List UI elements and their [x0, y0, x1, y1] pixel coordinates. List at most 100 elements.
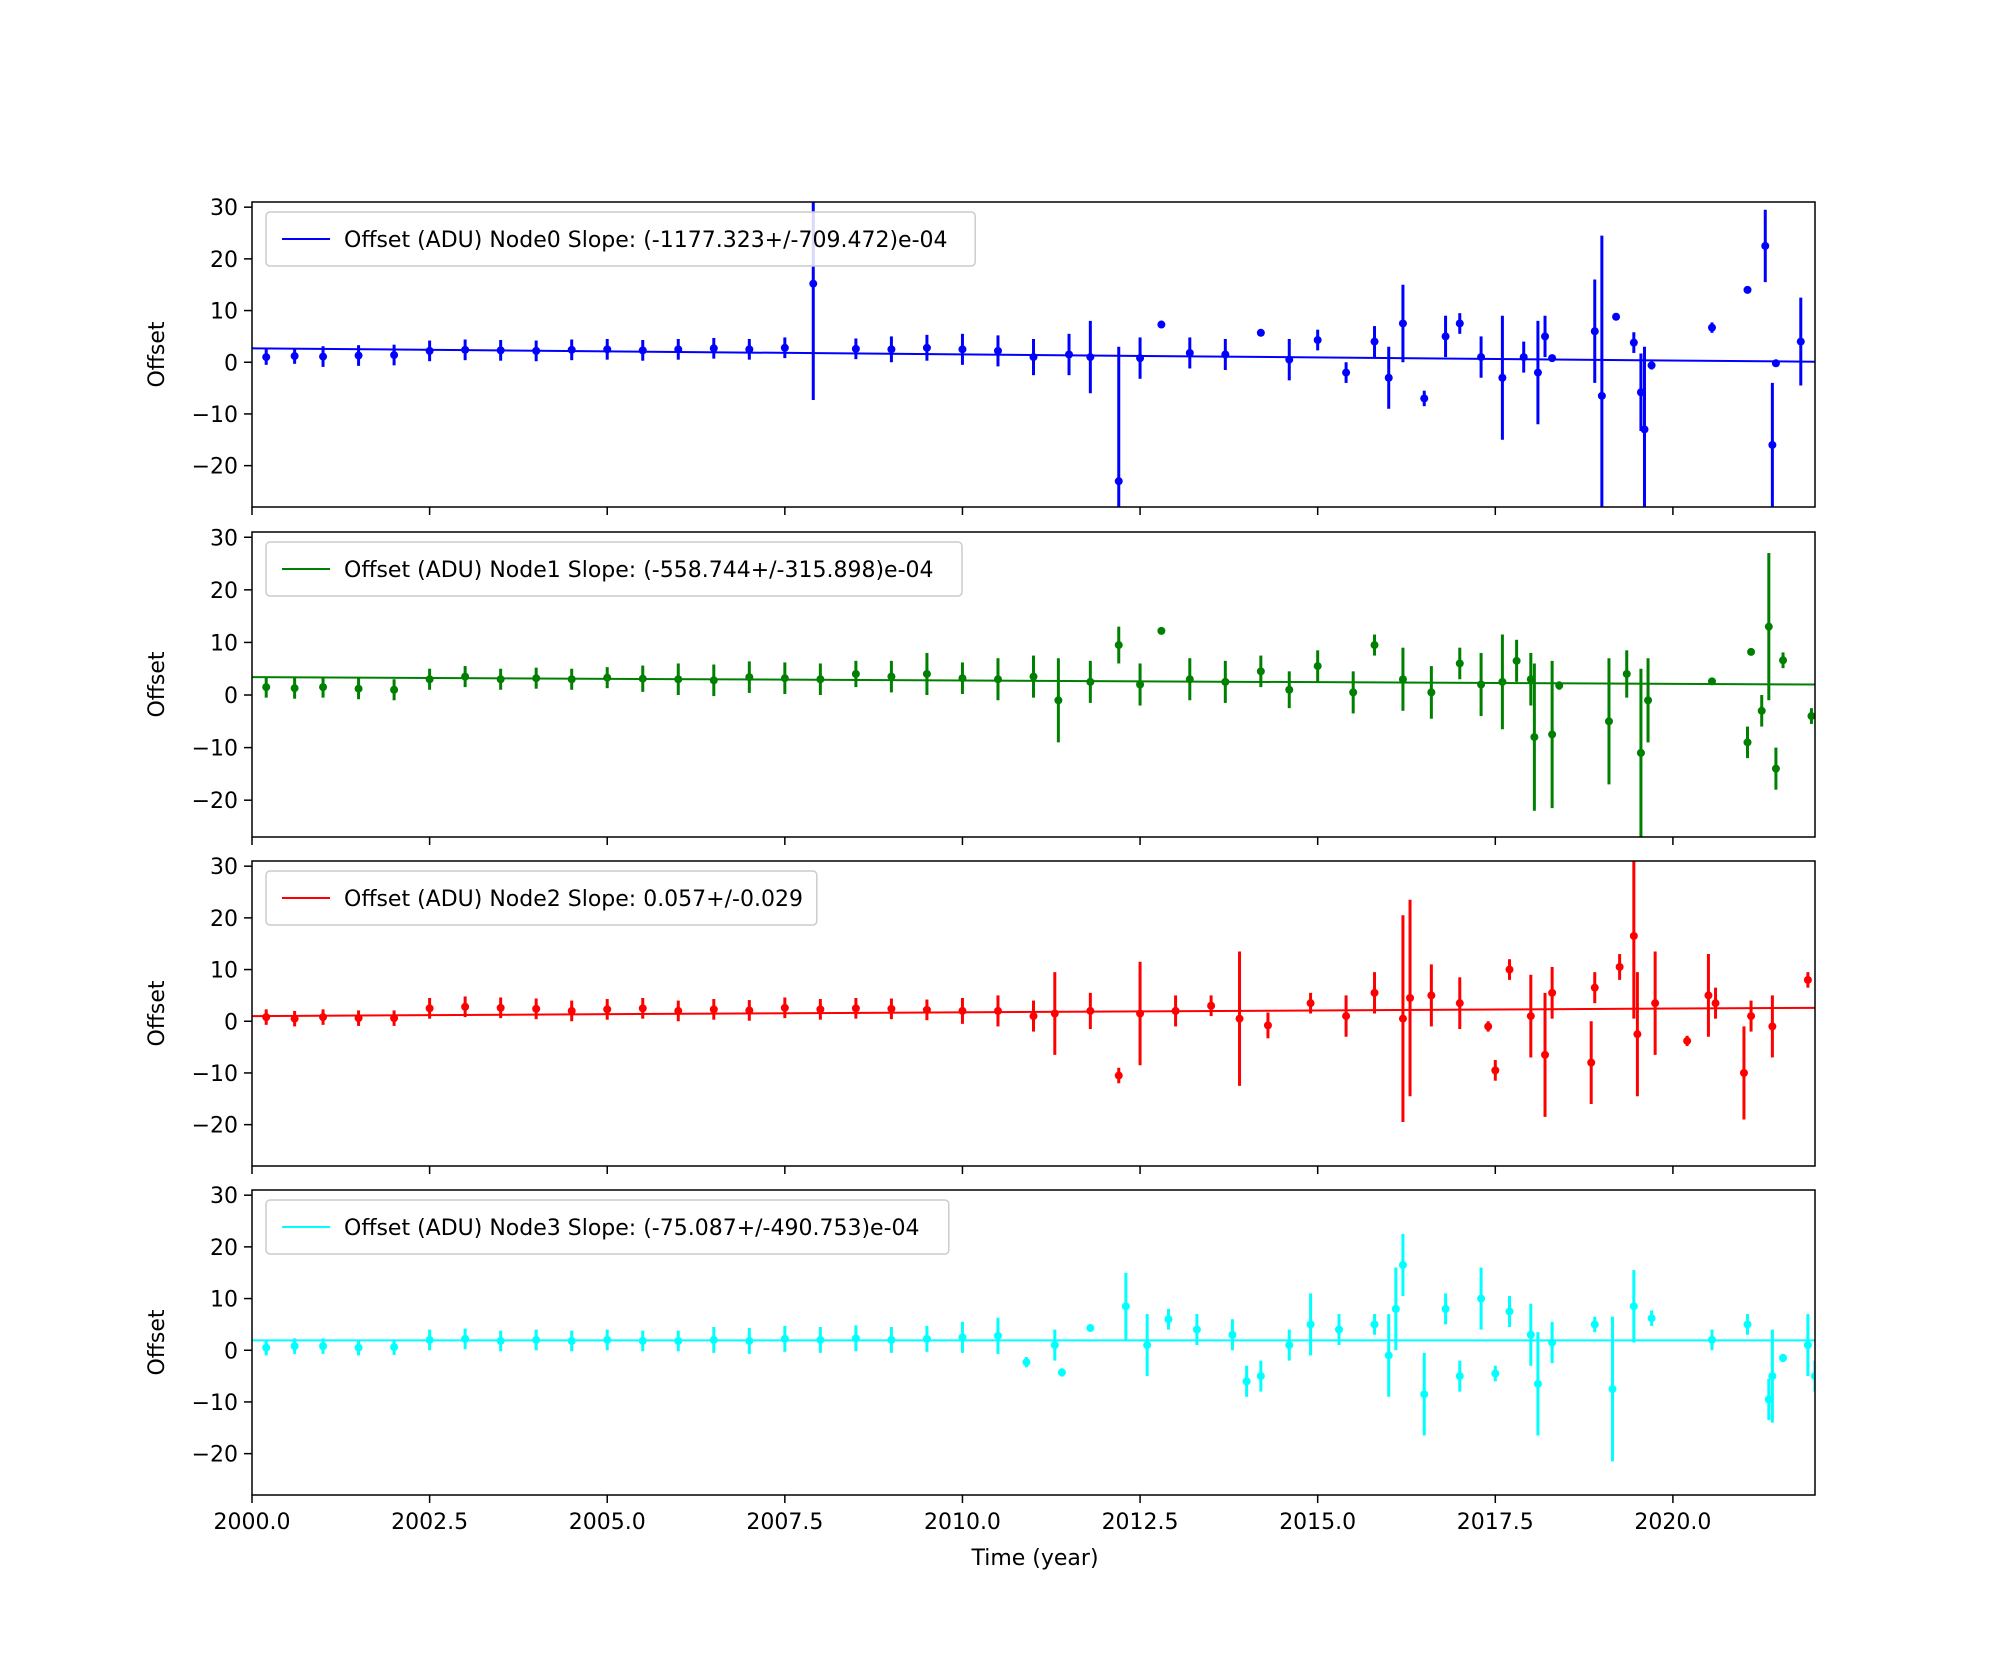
data-point — [993, 1331, 1002, 1340]
data-point — [1761, 241, 1770, 250]
data-point — [319, 1342, 328, 1351]
data-point — [1530, 733, 1539, 742]
data-point — [958, 1006, 967, 1015]
y-axis-label: Offset — [145, 651, 170, 717]
data-point — [262, 1013, 271, 1022]
data-point — [1548, 354, 1557, 363]
data-point — [1256, 328, 1265, 337]
data-point — [1398, 1260, 1407, 1269]
data-point — [1491, 1369, 1500, 1378]
data-point — [319, 352, 328, 361]
data-point — [1711, 999, 1720, 1008]
data-layer — [252, 861, 1815, 1123]
y-tick-label: 30 — [210, 526, 238, 551]
data-point — [638, 1004, 647, 1013]
data-point — [1057, 1368, 1066, 1377]
legend: Offset (ADU) Node0 Slope: (-1177.323+/-7… — [265, 211, 976, 267]
data-point — [1164, 1315, 1173, 1324]
legend-label: Offset (ADU) Node2 Slope: 0.057+/-0.029 — [344, 887, 803, 912]
data-point — [1406, 993, 1415, 1002]
data-point — [1644, 696, 1653, 705]
data-point — [1587, 1058, 1596, 1067]
data-point — [1747, 647, 1756, 656]
data-point — [262, 683, 271, 692]
data-point — [1526, 1012, 1535, 1021]
data-point — [993, 675, 1002, 684]
fit-line — [252, 676, 1815, 686]
data-point — [1526, 1330, 1535, 1339]
x-axis-label: Time (year) — [970, 1546, 1098, 1571]
data-point — [290, 1342, 299, 1351]
data-point — [887, 1004, 896, 1013]
legend-box — [265, 870, 818, 926]
x-tick-label: 2002.5 — [391, 1510, 468, 1535]
data-point — [1477, 1294, 1486, 1303]
data-point — [1334, 1325, 1343, 1334]
data-point — [809, 279, 818, 288]
data-point — [780, 674, 789, 683]
data-point — [1427, 688, 1436, 697]
data-point — [1384, 373, 1393, 382]
data-point — [1533, 368, 1542, 377]
data-point — [1207, 1001, 1216, 1010]
data-point — [958, 345, 967, 354]
y-axis-label: Offset — [145, 980, 170, 1046]
data-point — [290, 352, 299, 361]
data-point — [1779, 656, 1788, 665]
data-point — [1427, 991, 1436, 1000]
data-point — [1086, 1324, 1095, 1333]
data-point — [1647, 361, 1656, 370]
data-point — [461, 672, 470, 681]
data-point — [1263, 1021, 1272, 1030]
data-point — [1707, 323, 1716, 332]
data-point — [1455, 319, 1464, 328]
data-point — [390, 1343, 399, 1352]
y-tick-label: 10 — [210, 300, 238, 325]
data-point — [745, 345, 754, 354]
y-tick-label: 10 — [210, 1288, 238, 1313]
data-point — [262, 1343, 271, 1352]
data-point — [1739, 1068, 1748, 1077]
fit-line — [252, 1006, 1815, 1018]
data-point — [1629, 338, 1638, 347]
data-point — [1143, 1341, 1152, 1350]
data-point — [1441, 332, 1450, 341]
data-point — [1636, 748, 1645, 757]
data-point — [1779, 1354, 1788, 1363]
legend-box — [265, 541, 963, 597]
data-point — [1349, 688, 1358, 697]
y-tick-label: 20 — [210, 907, 238, 932]
data-point — [1615, 962, 1624, 971]
data-layer — [252, 202, 1815, 507]
data-point — [1370, 337, 1379, 346]
x-tick-label: 2017.5 — [1457, 1510, 1534, 1535]
data-point — [1114, 641, 1123, 650]
data-point — [1235, 1014, 1244, 1023]
data-point — [1285, 685, 1294, 694]
data-point — [1768, 1022, 1777, 1031]
data-point — [319, 683, 328, 692]
y-tick-label: 0 — [224, 1339, 238, 1364]
data-point — [603, 1005, 612, 1014]
legend: Offset (ADU) Node3 Slope: (-75.087+/-490… — [265, 1199, 950, 1255]
data-point — [290, 684, 299, 693]
data-point — [567, 345, 576, 354]
data-point — [1764, 1395, 1773, 1404]
data-point — [1743, 285, 1752, 294]
data-point — [1398, 319, 1407, 328]
data-point — [1771, 764, 1780, 773]
data-point — [851, 669, 860, 678]
data-point — [1384, 1351, 1393, 1360]
data-point — [567, 1006, 576, 1015]
data-point — [1242, 1377, 1251, 1386]
data-point — [425, 675, 434, 684]
subplot-panel-1: Offset −20 −10 0 10 20 30 Offset (ADU) Node1 Sl… — [145, 526, 1816, 845]
data-point — [1604, 717, 1613, 726]
data-point — [1491, 1066, 1500, 1075]
axes-frame — [251, 1189, 1816, 1496]
data-point — [1747, 1012, 1756, 1021]
subplot-panel-0: Offset −20 −10 0 10 20 30 Offset (ADU) Node0 Sl… — [145, 196, 1816, 515]
y-tick-label: 20 — [210, 248, 238, 273]
x-tick-label: 2015.0 — [1279, 1510, 1356, 1535]
